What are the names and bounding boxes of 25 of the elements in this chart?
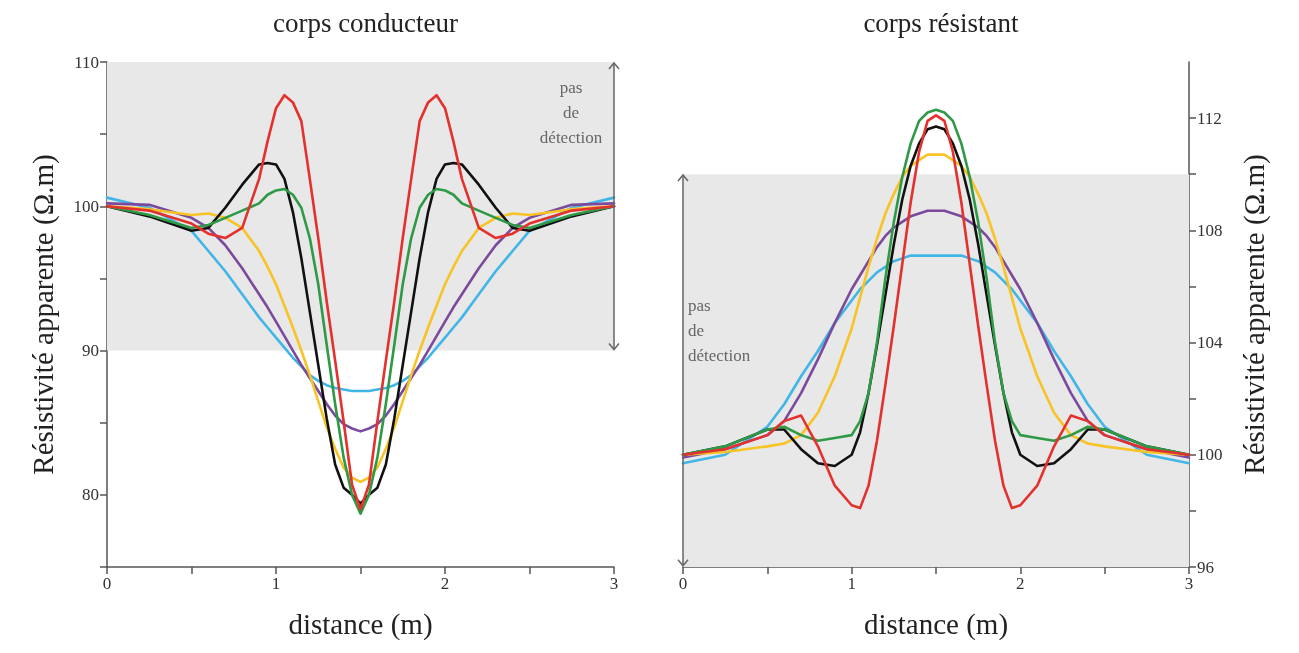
x-tick-label: 0 [102, 574, 112, 593]
y-axis-title: Résistivité apparente (Ω.m) [26, 154, 60, 475]
x-axis-title: distance (m) [863, 607, 1009, 641]
y-tick-label: 90 [82, 341, 99, 361]
x-tick-label: 0 [678, 574, 688, 593]
y-tick-label: 80 [82, 485, 99, 505]
x-axis-title: distance (m) [288, 607, 433, 641]
x-tick-label: 2 [1016, 574, 1025, 593]
chart-title: corps résistant [863, 7, 1020, 38]
x-tick-label: 3 [1184, 574, 1194, 593]
chart-title: corps conducteur [272, 7, 459, 38]
y2-tick-label: 112 [1197, 108, 1222, 128]
x-tick-label: 3 [609, 574, 619, 593]
y2-tick-label: 108 [1197, 220, 1223, 240]
band-label: pas de détection [539, 78, 603, 147]
y-tick-label: 100 [73, 196, 99, 216]
band-label: pas de détection [688, 296, 751, 366]
y2-tick-label: 104 [1197, 333, 1223, 353]
y2-axis-title: Résistivité apparente (Ω.m) [1237, 154, 1271, 475]
x-tick-label: 1 [847, 574, 856, 593]
y2-tick-label: 96 [1197, 557, 1214, 577]
x-tick-label: 2 [440, 574, 450, 593]
x-tick-label: 1 [271, 574, 281, 593]
y2-tick-label: 100 [1197, 445, 1223, 465]
y-tick-label: 110 [74, 52, 99, 72]
